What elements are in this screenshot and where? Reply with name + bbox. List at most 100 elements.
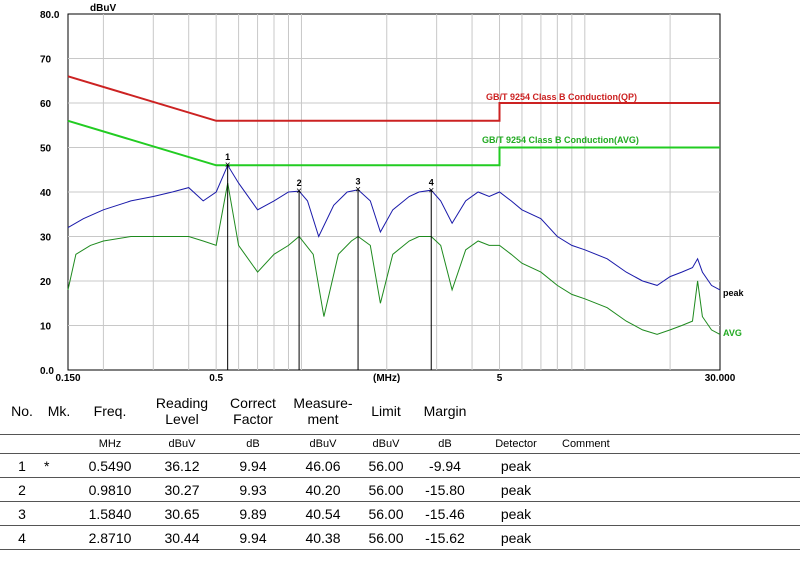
cell-measurement: 40.54 — [288, 501, 358, 526]
y-tick-labels: 80.0 70 60 50 40 30 20 10 0.0 — [40, 10, 60, 377]
series-label-peak: peak — [723, 288, 745, 298]
cell-reading: 36.12 — [146, 453, 218, 478]
marker-x-symbol: × — [428, 185, 434, 196]
cell-freq: 0.5490 — [74, 453, 146, 478]
cell-limit: 56.00 — [358, 501, 414, 526]
cell-reading: 30.27 — [146, 477, 218, 502]
unit-freq: MHz — [74, 434, 146, 454]
cell-no: 3 — [0, 501, 44, 526]
unit-correct: dB — [218, 434, 288, 454]
table-row: 1 * 0.5490 36.12 9.94 46.06 56.00 -9.94 … — [0, 453, 800, 478]
cell-limit: 56.00 — [358, 525, 414, 550]
col-header-limit: Limit — [371, 403, 401, 419]
cell-detector: peak — [476, 525, 556, 550]
cell-detector: peak — [476, 501, 556, 526]
col-header-comment-blank — [556, 388, 800, 435]
series-label-avg: AVG — [723, 328, 742, 338]
col-header-correct-line1: Correct — [230, 395, 276, 411]
cell-margin: -15.46 — [414, 501, 476, 526]
cell-no: 4 — [0, 525, 44, 550]
unit-limit: dBuV — [358, 434, 414, 454]
cell-mk — [44, 525, 74, 550]
table-header-row: No. Mk. Freq. Reading Level Correct Factor… — [0, 388, 800, 435]
unit-margin: dB — [414, 434, 476, 454]
y-tick-label: 70 — [40, 55, 52, 66]
cell-correct: 9.94 — [218, 453, 288, 478]
col-header-measurement-line2: ment — [307, 411, 339, 427]
cell-limit: 56.00 — [358, 477, 414, 502]
cell-measurement: 40.38 — [288, 525, 358, 550]
limit-line-qp — [67, 75, 720, 122]
cell-no: 1 — [0, 453, 44, 478]
series-lines — [67, 164, 721, 335]
cell-correct: 9.89 — [218, 501, 288, 526]
cell-comment — [556, 453, 800, 478]
cell-comment — [556, 477, 800, 502]
col-header-measurement-line1: Measure- — [293, 395, 353, 411]
x-tick-label: 0.150 — [55, 373, 80, 384]
marker-number: 2 — [297, 178, 302, 188]
marker-number: 3 — [356, 177, 361, 187]
cell-reading: 30.44 — [146, 525, 218, 550]
cell-freq: 0.9810 — [74, 477, 146, 502]
unit-comment: Comment — [556, 434, 800, 454]
y-tick-label: 40 — [40, 188, 52, 199]
cell-measurement: 46.06 — [288, 453, 358, 478]
table-row: 4 2.8710 30.44 9.94 40.38 56.00 -15.62 p… — [0, 525, 800, 550]
limit-lines — [67, 75, 720, 167]
limit-line-avg — [67, 119, 720, 167]
cell-mk — [44, 477, 74, 502]
y-tick-label: 20 — [40, 277, 52, 288]
x-unit-label: (MHz) — [373, 373, 400, 384]
x-tick-label: 30.000 — [705, 373, 736, 384]
y-tick-label: 30 — [40, 233, 52, 244]
limit-label-qp: GB/T 9254 Class B Conduction(QP) — [486, 92, 637, 102]
cell-mk — [44, 501, 74, 526]
y-tick-label: 0.0 — [40, 366, 54, 377]
marker-x-symbol: × — [225, 160, 231, 171]
series-line-avg — [67, 183, 721, 335]
cell-correct: 9.93 — [218, 477, 288, 502]
unit-reading: dBuV — [146, 434, 218, 454]
x-tick-label: 5 — [497, 373, 503, 384]
unit-mk — [44, 434, 74, 454]
table-units-row: MHz dBuV dB dBuV dBuV dB Detector Commen… — [0, 434, 800, 454]
col-header-measurement: Measure-ment — [288, 388, 358, 435]
y-tick-label: 60 — [40, 99, 52, 110]
y-tick-label: 50 — [40, 144, 52, 155]
col-header-no: No. — [11, 403, 33, 419]
col-header-correct: Correct Factor — [218, 388, 288, 435]
cell-measurement: 40.20 — [288, 477, 358, 502]
unit-no — [0, 434, 44, 454]
col-header-mk: Mk. — [47, 403, 71, 419]
col-header-margin: Margin — [423, 403, 467, 419]
col-header-freq: Freq. — [93, 403, 127, 419]
cell-freq: 2.8710 — [74, 525, 146, 550]
unit-measurement: dBuV — [288, 434, 358, 454]
col-header-detector-blank — [476, 388, 556, 435]
cell-freq: 1.5840 — [74, 501, 146, 526]
cell-mk: * — [44, 453, 74, 478]
y-tick-label: 80.0 — [40, 10, 60, 21]
series-line-peak — [67, 164, 721, 291]
cell-correct: 9.94 — [218, 525, 288, 550]
cell-margin: -15.62 — [414, 525, 476, 550]
cell-comment — [556, 525, 800, 550]
cell-comment — [556, 501, 800, 526]
y-tick-label: 10 — [40, 322, 52, 333]
col-header-reading-line2: Level — [165, 411, 199, 427]
cell-margin: -9.94 — [414, 453, 476, 478]
marker-x-symbol: × — [355, 185, 361, 196]
marker-number: 1 — [225, 152, 230, 162]
marker-x-symbol: × — [296, 186, 302, 197]
cell-reading: 30.65 — [146, 501, 218, 526]
col-header-correct-line2: Factor — [233, 411, 273, 427]
marker-table: No. Mk. Freq. Reading Level Correct Factor… — [0, 388, 800, 550]
marker-number: 4 — [429, 177, 434, 187]
cell-limit: 56.00 — [358, 453, 414, 478]
cell-detector: peak — [476, 477, 556, 502]
limit-label-avg: GB/T 9254 Class B Conduction(AVG) — [482, 135, 639, 145]
cell-detector: peak — [476, 453, 556, 478]
x-tick-labels: 0.150 0.5 5 30.000 — [55, 373, 735, 384]
